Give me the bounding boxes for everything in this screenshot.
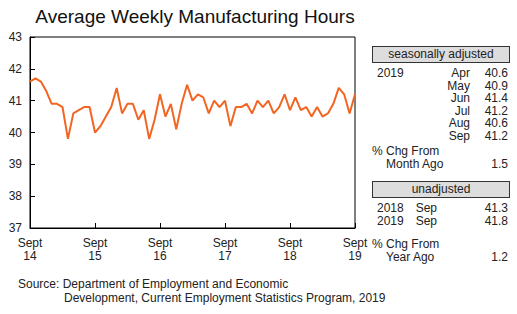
html-text:41.3: 41.3 <box>484 201 508 215</box>
svg-text:Sept: Sept <box>18 236 43 250</box>
html-text:seasonally adjusted: seasonally adjusted <box>388 47 494 61</box>
html-text:% Chg From: % Chg From <box>372 237 440 251</box>
svg-text:16: 16 <box>153 249 167 263</box>
html-text:41.8: 41.8 <box>484 213 508 228</box>
html-text:1.5: 1.5 <box>491 157 508 171</box>
html-text:Jul: Jul <box>454 103 470 118</box>
svg-text:17: 17 <box>218 249 232 263</box>
svg-text:Average Weekly Manufacturing H: Average Weekly Manufacturing Hours <box>35 6 354 27</box>
svg-text:Sept: Sept <box>148 236 173 250</box>
svg-text:15: 15 <box>88 249 102 263</box>
html-text:2018: 2018 <box>377 201 404 215</box>
svg-text:19: 19 <box>348 249 362 263</box>
svg-text:39: 39 <box>9 157 23 171</box>
html-text:Source: Department of Employme: Source: Department of Employment and Eco… <box>18 277 289 291</box>
html-text:unadjusted: unadjusted <box>411 182 471 196</box>
svg-text:42: 42 <box>9 62 23 76</box>
html-text:2019: 2019 <box>377 213 404 228</box>
html-text:Jun: Jun <box>450 91 470 105</box>
html-text:41.4: 41.4 <box>484 91 508 105</box>
html-text:Month Ago: Month Ago <box>386 157 444 171</box>
svg-text:41: 41 <box>9 94 23 108</box>
html-text:Development, Current Employmen: Development, Current Employment Statisti… <box>64 291 386 305</box>
html-text:2019: 2019 <box>377 66 404 80</box>
svg-text:Sept: Sept <box>343 236 368 250</box>
html-text:40.6: 40.6 <box>484 66 508 80</box>
html-text:1.2: 1.2 <box>491 250 508 264</box>
svg-text:43: 43 <box>9 30 23 44</box>
html-text:41.2: 41.2 <box>484 128 508 143</box>
svg-text:38: 38 <box>9 189 23 203</box>
html-text:41.2: 41.2 <box>484 103 508 118</box>
html-text:Sep: Sep <box>415 213 437 228</box>
html-text:Sep: Sep <box>415 201 437 215</box>
html-text:May: May <box>447 78 470 93</box>
html-text:Sep: Sep <box>448 128 470 143</box>
html-text:Aug: Aug <box>448 116 470 130</box>
svg-text:40: 40 <box>9 126 23 140</box>
html-text:% Chg From: % Chg From <box>372 144 440 158</box>
svg-text:Sept: Sept <box>83 236 108 250</box>
svg-text:37: 37 <box>9 221 23 235</box>
html-text:40.9: 40.9 <box>484 78 508 93</box>
html-text:Year Ago: Year Ago <box>386 250 435 264</box>
svg-text:14: 14 <box>23 249 37 263</box>
html-text:Apr: Apr <box>451 66 470 80</box>
html-text:40.6: 40.6 <box>484 116 508 130</box>
svg-text:Sept: Sept <box>278 236 303 250</box>
svg-text:18: 18 <box>283 249 297 263</box>
svg-text:Sept: Sept <box>213 236 238 250</box>
